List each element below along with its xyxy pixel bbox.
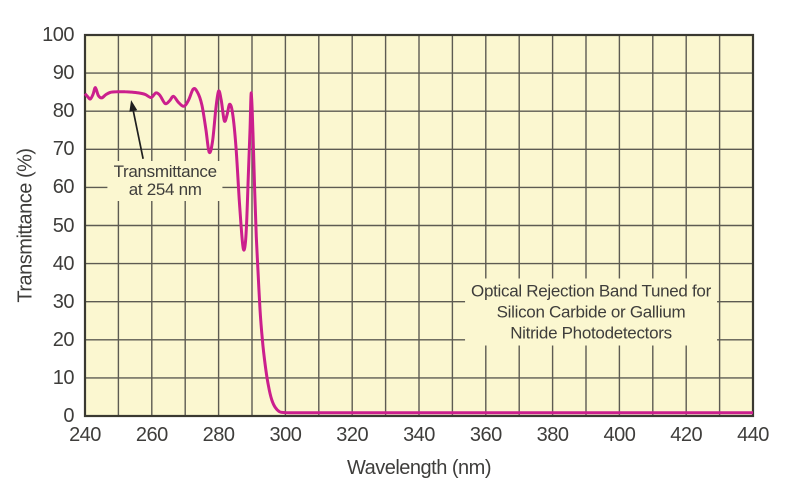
annotation-line: Silicon Carbide or Gallium — [496, 302, 686, 322]
y-tick-label: 90 — [52, 62, 75, 85]
uv-filter-transmittance-curve — [84, 86, 753, 415]
annotation-line: at 254 nm — [128, 179, 202, 199]
x-tick-label: 280 — [202, 424, 235, 446]
y-tick-label: 60 — [52, 176, 75, 199]
y-tick-label: 70 — [52, 138, 75, 161]
annotation-line: Nitride Photodetectors — [510, 323, 672, 343]
x-tick-label: 300 — [269, 424, 302, 446]
annotation-arrow-line — [132, 110, 144, 159]
y-tick-label: 30 — [52, 290, 75, 313]
y-tick-label: 20 — [52, 328, 75, 351]
y-tick-label: 50 — [52, 214, 75, 237]
plot-border — [83, 33, 755, 418]
annotation-line: Optical Rejection Band Tuned for — [471, 281, 711, 301]
x-tick-label: 400 — [603, 424, 636, 446]
x-tick-label: 420 — [670, 424, 703, 446]
y-tick-label: 100 — [42, 24, 74, 46]
x-axis-title: Wavelength (nm) — [346, 457, 492, 479]
x-tick-label: 360 — [469, 424, 502, 446]
x-tick-label: 320 — [336, 424, 369, 446]
x-tick-label: 380 — [536, 424, 569, 446]
annotation-arrowhead — [129, 100, 138, 112]
x-tick-label: 240 — [69, 424, 101, 446]
y-tick-label: 0 — [63, 405, 74, 427]
x-tick-label: 340 — [403, 424, 435, 446]
annotation-line: Transmittance — [113, 161, 217, 181]
y-tick-label: 10 — [52, 366, 75, 389]
x-tick-label: 260 — [135, 424, 168, 446]
annotation-rejection-band: Optical Rejection Band Tuned for Silicon … — [465, 278, 717, 346]
y-tick-label: 80 — [52, 100, 75, 123]
annotation-transmittance-254: Transmittance at 254 nm — [107, 160, 223, 201]
y-tick-label: 40 — [52, 252, 75, 275]
x-tick-label: 440 — [737, 424, 769, 446]
